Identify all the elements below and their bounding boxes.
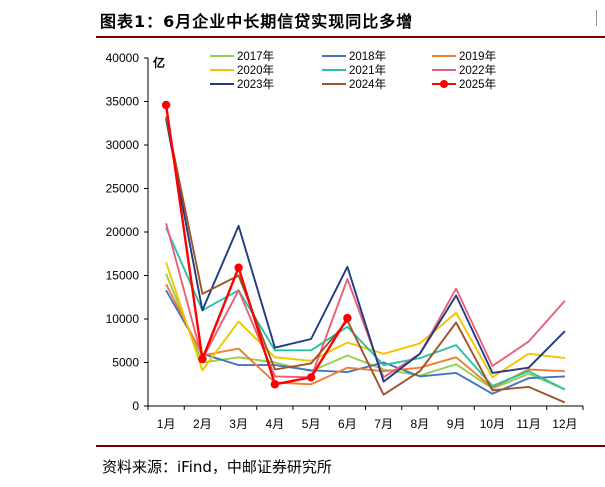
x-tick-label: 6月 [338, 417, 357, 431]
data-point-2025年 [161, 100, 171, 110]
corner-mark [596, 10, 605, 26]
series-line-2019年 [165, 283, 565, 389]
chart-legend: 2017年 2018年 2019年 2020年 2021年 2022年 2023年 2024年… [210, 49, 496, 91]
y-tick-label: 10000 [106, 312, 140, 326]
y-tick-label: 25000 [106, 182, 140, 196]
legend-label: 2018年 [349, 49, 386, 63]
page-title: 图表1：6月企业中长期信贷实现同比多增 [100, 12, 414, 31]
title-rule [96, 36, 605, 38]
data-point-2025年 [234, 263, 243, 272]
y-tick-label: 20000 [106, 225, 140, 239]
series-line-2020年 [165, 262, 566, 379]
data-point-2025年 [306, 373, 316, 382]
legend-marker [440, 80, 448, 88]
x-tick-label: 3月 [229, 417, 248, 431]
legend-label: 2022年 [459, 63, 496, 77]
y-tick-label: 40000 [106, 51, 140, 65]
x-tick-label: 2月 [193, 417, 212, 431]
chart-series [161, 100, 566, 404]
y-tick-label: 30000 [106, 138, 140, 152]
legend-label: 2024年 [349, 77, 386, 91]
x-tick-label: 9月 [447, 417, 466, 431]
y-tick-label: 35000 [106, 95, 140, 109]
line-chart: 0 5000 10000 15000 20000 25000 30000 35000 40000… [106, 49, 584, 431]
series-line-2024年 [165, 116, 566, 404]
x-tick-label: 5月 [302, 417, 321, 431]
x-tick-label: 7月 [374, 417, 393, 431]
y-tick-label: 0 [132, 399, 139, 413]
data-point-2025年 [198, 354, 207, 364]
legend-label: 2017年 [237, 49, 274, 63]
x-tick-label: 11月 [516, 417, 540, 431]
legend-label: 2020年 [237, 63, 274, 77]
data-point-2025年 [343, 313, 352, 323]
y-unit-label: 亿 [153, 55, 165, 70]
x-tick-label: 4月 [266, 417, 285, 431]
series-line-2017年 [165, 273, 566, 391]
x-tick-label: 10月 [480, 417, 505, 431]
chart-axes: 0 5000 10000 15000 20000 25000 30000 35000 40000… [106, 51, 584, 431]
series-line-2018年 [165, 289, 565, 395]
y-tick-label: 15000 [106, 269, 140, 283]
legend-label: 2025年 [459, 77, 496, 91]
series-line-2023年 [165, 118, 566, 383]
x-tick-label: 8月 [411, 417, 430, 431]
series-line-2022年 [165, 223, 566, 379]
data-point-2025年 [270, 380, 280, 389]
source-note: 资料来源：iFind，中邮证券研究所 [102, 458, 332, 476]
x-tick-label: 1月 [157, 417, 176, 431]
legend-label: 2019年 [459, 49, 496, 63]
series-line-2021年 [165, 227, 566, 391]
legend-label: 2023年 [237, 77, 274, 91]
legend-label: 2021年 [349, 63, 386, 77]
footer-rule [96, 445, 605, 447]
series-line-2025年 [164, 104, 349, 386]
x-tick-label: 12月 [552, 417, 577, 431]
y-tick-label: 5000 [112, 356, 139, 370]
